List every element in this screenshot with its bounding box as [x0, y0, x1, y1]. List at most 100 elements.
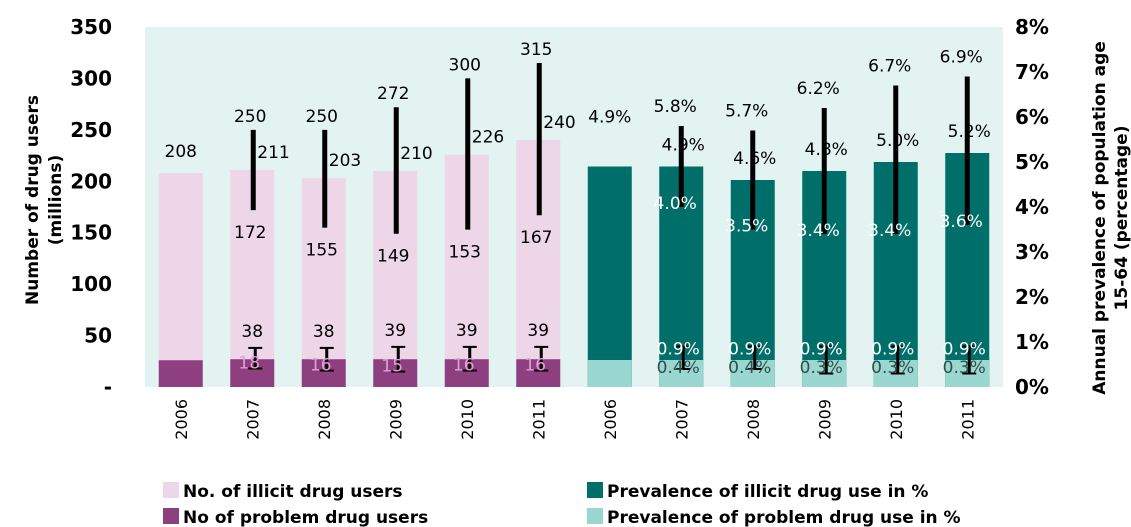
- problem-users-high: 39: [384, 321, 406, 341]
- illicit-users-low: 167: [520, 228, 552, 248]
- x-tick-label: 2008: [315, 399, 334, 440]
- left-tick-label: 250: [70, 118, 112, 142]
- right-tick-label: 5%: [1015, 150, 1049, 174]
- illicit-pct-low: 3.5%: [725, 217, 768, 237]
- problem-pct-low: 0.3%: [871, 358, 914, 378]
- x-tick-label: 2010: [887, 399, 906, 440]
- illicit-users-high: 315: [520, 40, 552, 60]
- problem-pct-high: 0.9%: [943, 340, 986, 360]
- x-tick-label: 2007: [672, 399, 691, 440]
- right-tick-label: 0%: [1015, 375, 1049, 399]
- illicit-users-low: 172: [234, 223, 266, 243]
- problem-pct-high: 0.9%: [871, 340, 914, 360]
- x-tick-label: 2006: [172, 399, 191, 440]
- right-tick-label: 6%: [1015, 105, 1049, 129]
- problem-users-low: 16: [453, 356, 475, 376]
- illicit-users-high: 250: [234, 107, 266, 127]
- x-tick-label: 2011: [958, 399, 977, 440]
- left-tick-label: 50: [84, 324, 112, 348]
- illicit-pct-high: 6.2%: [797, 79, 840, 99]
- left-axis-ticks: - 50 100 150 200 250 300 350: [70, 15, 112, 399]
- legend-swatch-problem-users: [163, 508, 179, 524]
- problem-users-low: 16: [524, 356, 546, 376]
- illicit-pct-value: 4.8%: [805, 140, 848, 160]
- illicit-users-low: 149: [377, 247, 409, 267]
- problem-users-bar: [158, 360, 203, 387]
- problem-users-low: 16: [310, 356, 332, 376]
- legend-label-illicit-pct: Prevalence of illicit drug use in %: [607, 482, 928, 502]
- problem-users-bar: [301, 359, 346, 387]
- right-tick-label: 8%: [1015, 15, 1049, 39]
- illicit-pct-value: 4.9%: [662, 136, 705, 156]
- problem-pct-low: 0.4%: [728, 358, 771, 378]
- x-tick-label: 2009: [815, 399, 834, 440]
- left-axis-title: Number of drug users (millions): [23, 95, 66, 305]
- illicit-pct-value: 4.6%: [733, 149, 776, 169]
- illicit-users-value: 203: [329, 151, 361, 171]
- error-bars: [248, 63, 977, 375]
- illicit-users-high: 272: [377, 84, 409, 104]
- legend-label-illicit-users: No. of illicit drug users: [183, 482, 403, 502]
- left-tick-label: -: [104, 375, 112, 399]
- right-tick-label: 7%: [1015, 60, 1049, 84]
- illicit-users-high: 300: [449, 55, 481, 75]
- illicit-pct-low: 3.4%: [797, 221, 840, 241]
- left-tick-label: 300: [70, 66, 112, 90]
- left-tick-label: 200: [70, 169, 112, 193]
- problem-users-high: 39: [456, 321, 478, 341]
- problem-pct-low: 0.3%: [943, 358, 986, 378]
- illicit-pct-bar: [587, 166, 632, 387]
- problem-pct-bar: [730, 360, 775, 387]
- problem-pct-high: 0.9%: [728, 340, 771, 360]
- bars: [158, 140, 990, 387]
- x-tick-label: 2010: [458, 399, 477, 440]
- plot-area: [145, 27, 1003, 387]
- left-tick-label: 100: [70, 272, 112, 296]
- legend-label-problem-pct: Prevalence of problem drug use in %: [607, 508, 961, 527]
- problem-pct-bar: [659, 360, 704, 387]
- problem-users-bar: [516, 359, 561, 387]
- right-axis-title: Annual prevalence of population age 15-6…: [1090, 41, 1131, 395]
- illicit-pct-high: 6.7%: [868, 57, 911, 77]
- illicit-users-low: 155: [306, 241, 338, 261]
- problem-users-bar: [230, 359, 275, 387]
- right-axis-title-line1: Annual prevalence of population age: [1090, 41, 1110, 395]
- x-axis-ticks: 2006 2007 2008 2009 2010 2011 2006 2007 2008 2009…: [172, 399, 978, 440]
- illicit-pct-low: 3.4%: [868, 221, 911, 241]
- x-tick-label: 2009: [386, 399, 405, 440]
- legend-swatch-illicit-users: [163, 482, 179, 498]
- illicit-pct-low: 3.6%: [940, 212, 983, 232]
- illicit-users-value: 211: [257, 143, 289, 163]
- right-tick-label: 1%: [1015, 330, 1049, 354]
- legend: No. of illicit drug users Prevalence of …: [163, 482, 961, 527]
- problem-pct-low: 0.3%: [800, 358, 843, 378]
- illicit-pct-high: 5.8%: [654, 97, 697, 117]
- problem-users-bar: [444, 359, 489, 387]
- illicit-users-high: 250: [306, 107, 338, 127]
- x-tick-label: 2011: [529, 399, 548, 440]
- legend-label-problem-users: No of problem drug users: [183, 508, 428, 527]
- x-tick-label: 2007: [243, 399, 262, 440]
- x-tick-label: 2006: [601, 399, 620, 440]
- illicit-pct-high: 6.9%: [940, 48, 983, 68]
- problem-users-bar: [373, 359, 418, 387]
- legend-swatch-problem-pct: [587, 508, 603, 524]
- illicit-pct-high: 5.7%: [725, 102, 768, 122]
- illicit-users-bar: [158, 173, 203, 387]
- left-tick-label: 350: [70, 15, 112, 39]
- problem-pct-high: 0.9%: [657, 340, 700, 360]
- right-axis-title-line2: 15-64 (percentage): [1112, 126, 1131, 311]
- illicit-pct-value: 5.0%: [876, 131, 919, 151]
- problem-users-low: 15: [381, 357, 403, 377]
- problem-users-high: 39: [527, 321, 549, 341]
- left-axis-title-line1: Number of drug users: [23, 95, 43, 305]
- problem-pct-low: 0.4%: [657, 358, 700, 378]
- x-tick-label: 2008: [744, 399, 763, 440]
- problem-pct-bar: [587, 360, 632, 387]
- right-tick-label: 2%: [1015, 285, 1049, 309]
- right-tick-label: 4%: [1015, 195, 1049, 219]
- problem-pct-high: 0.9%: [800, 340, 843, 360]
- left-tick-label: 150: [70, 221, 112, 245]
- illicit-users-value: 210: [400, 144, 432, 164]
